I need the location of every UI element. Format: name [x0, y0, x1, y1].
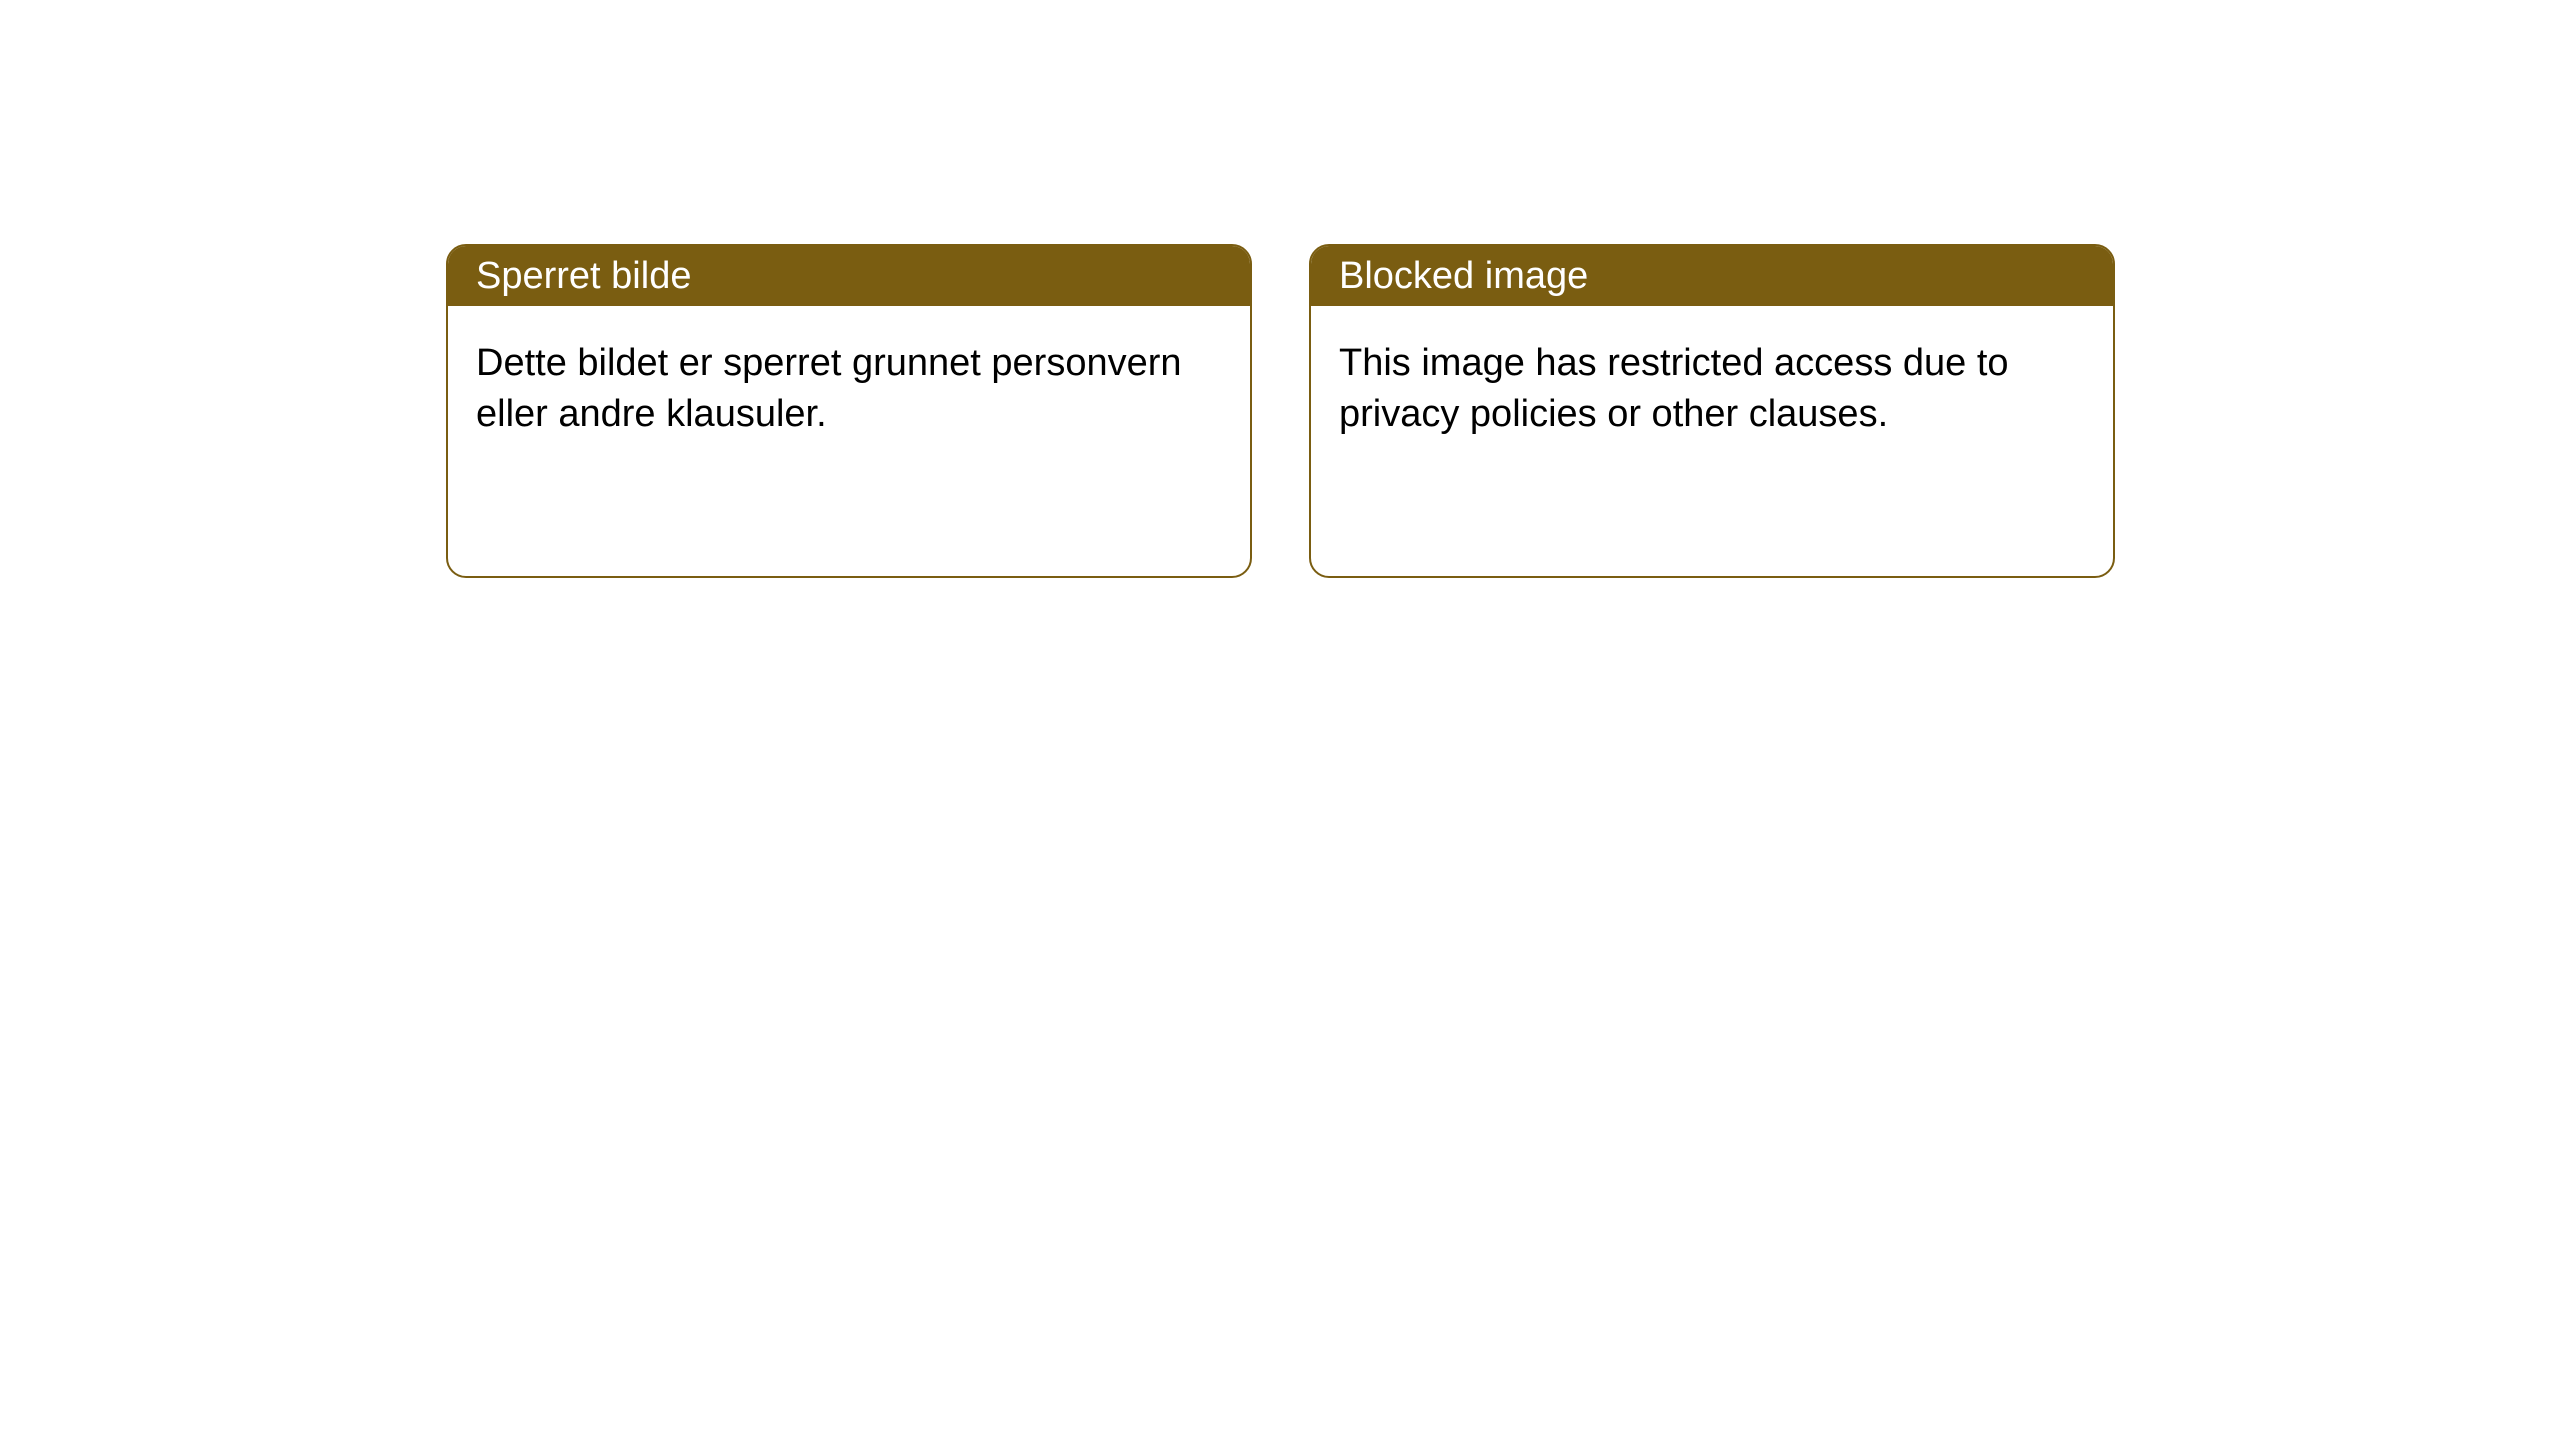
card-body-text: This image has restricted access due to …	[1339, 342, 2009, 435]
notice-cards-container: Sperret bilde Dette bildet er sperret gr…	[0, 0, 2560, 578]
card-title: Sperret bilde	[476, 255, 691, 298]
notice-card-norwegian: Sperret bilde Dette bildet er sperret gr…	[446, 244, 1252, 578]
card-body: This image has restricted access due to …	[1311, 306, 2113, 473]
card-title: Blocked image	[1339, 255, 1588, 298]
card-header: Sperret bilde	[448, 246, 1250, 306]
notice-card-english: Blocked image This image has restricted …	[1309, 244, 2115, 578]
card-body-text: Dette bildet er sperret grunnet personve…	[476, 342, 1182, 435]
card-body: Dette bildet er sperret grunnet personve…	[448, 306, 1250, 473]
card-header: Blocked image	[1311, 246, 2113, 306]
